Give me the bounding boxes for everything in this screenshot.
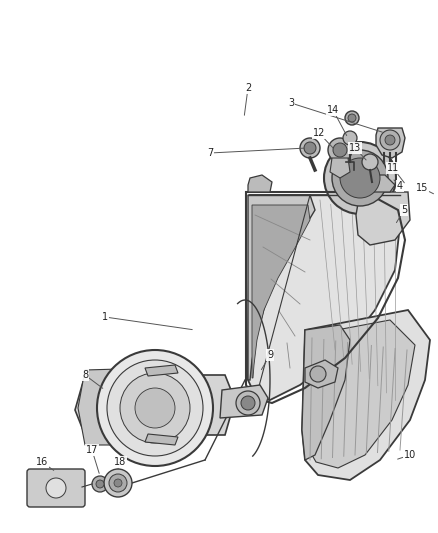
Circle shape — [340, 158, 380, 198]
Polygon shape — [306, 320, 415, 468]
Circle shape — [380, 130, 400, 150]
Text: 5: 5 — [396, 205, 407, 223]
Circle shape — [120, 373, 190, 443]
Text: 14: 14 — [327, 105, 347, 135]
Text: 4: 4 — [394, 180, 403, 191]
Polygon shape — [330, 158, 350, 178]
Text: 15: 15 — [416, 183, 434, 194]
Circle shape — [109, 474, 127, 492]
Circle shape — [92, 476, 108, 492]
Circle shape — [46, 478, 66, 498]
Text: 10: 10 — [398, 450, 416, 460]
Circle shape — [348, 114, 356, 122]
Circle shape — [324, 142, 396, 214]
Text: 1: 1 — [102, 312, 192, 329]
Text: 11: 11 — [387, 163, 404, 183]
Polygon shape — [252, 205, 310, 378]
Polygon shape — [248, 175, 272, 192]
Circle shape — [96, 480, 104, 488]
Polygon shape — [248, 195, 400, 400]
Circle shape — [332, 150, 388, 206]
Text: 12: 12 — [313, 128, 333, 148]
Polygon shape — [350, 175, 395, 192]
Text: 18: 18 — [114, 457, 126, 469]
Polygon shape — [356, 192, 410, 245]
Circle shape — [114, 479, 122, 487]
Circle shape — [304, 142, 316, 154]
Text: 3: 3 — [288, 98, 382, 132]
Circle shape — [362, 154, 378, 170]
Polygon shape — [78, 368, 165, 445]
Text: 7: 7 — [207, 148, 304, 158]
Text: 8: 8 — [82, 370, 103, 389]
Polygon shape — [220, 385, 268, 418]
Polygon shape — [302, 310, 430, 480]
Text: 13: 13 — [349, 143, 366, 160]
Circle shape — [345, 111, 359, 125]
Circle shape — [310, 366, 326, 382]
Polygon shape — [248, 195, 315, 380]
Circle shape — [236, 391, 260, 415]
Circle shape — [135, 388, 175, 428]
Text: 16: 16 — [36, 457, 54, 471]
Circle shape — [385, 135, 395, 145]
Text: 17: 17 — [86, 445, 99, 473]
Circle shape — [107, 360, 203, 456]
Circle shape — [300, 138, 320, 158]
Circle shape — [241, 396, 255, 410]
Polygon shape — [75, 375, 235, 435]
Circle shape — [328, 138, 352, 162]
Polygon shape — [305, 360, 338, 388]
Circle shape — [97, 350, 213, 466]
Text: 6: 6 — [0, 532, 1, 533]
Circle shape — [104, 469, 132, 497]
Text: 2: 2 — [244, 83, 251, 115]
Text: 9: 9 — [261, 350, 273, 369]
FancyBboxPatch shape — [27, 469, 85, 507]
Circle shape — [333, 143, 347, 157]
Circle shape — [343, 131, 357, 145]
Polygon shape — [145, 365, 178, 376]
Polygon shape — [376, 128, 405, 158]
Polygon shape — [302, 325, 350, 460]
Polygon shape — [145, 434, 178, 445]
